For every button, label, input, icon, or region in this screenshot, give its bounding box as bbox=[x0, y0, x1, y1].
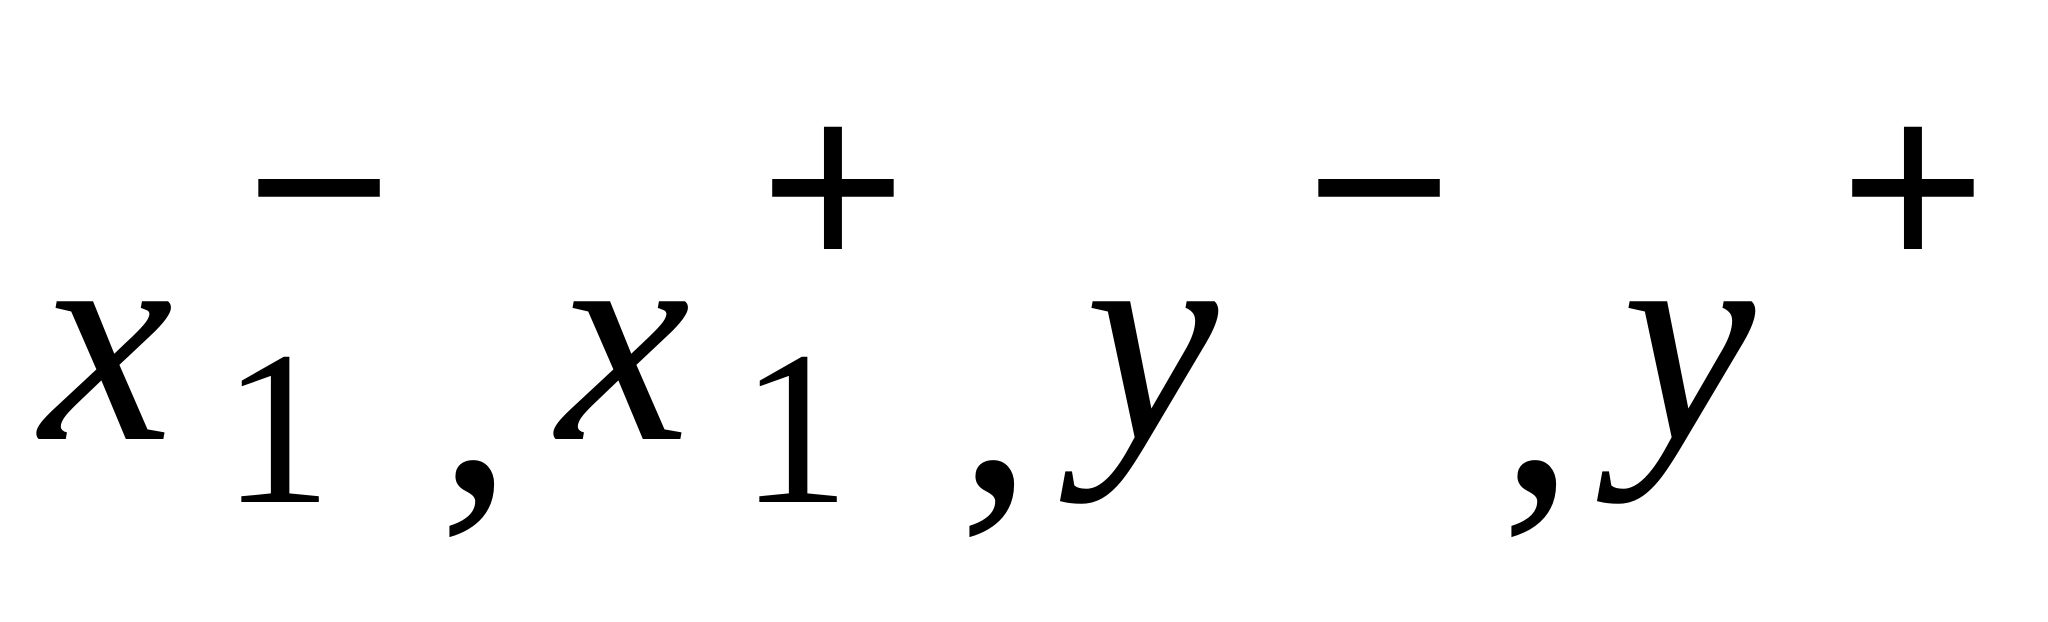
term-4-base: y bbox=[1622, 172, 1756, 504]
term-2-superscript: + bbox=[760, 45, 906, 324]
term-2-subscript: 1 bbox=[740, 306, 850, 550]
separator-1: , bbox=[438, 224, 513, 556]
term-4-superscript: + bbox=[1840, 45, 1986, 324]
term-1-base: x bbox=[40, 172, 174, 504]
term-1-subscript: 1 bbox=[222, 306, 332, 550]
term-3-superscript: − bbox=[1306, 45, 1452, 324]
separator-2: , bbox=[958, 224, 1033, 556]
separator-3: , bbox=[1500, 224, 1575, 556]
term-2-base: x bbox=[557, 172, 691, 504]
term-1-superscript: − bbox=[246, 45, 392, 324]
term-3-base: y bbox=[1085, 172, 1219, 504]
